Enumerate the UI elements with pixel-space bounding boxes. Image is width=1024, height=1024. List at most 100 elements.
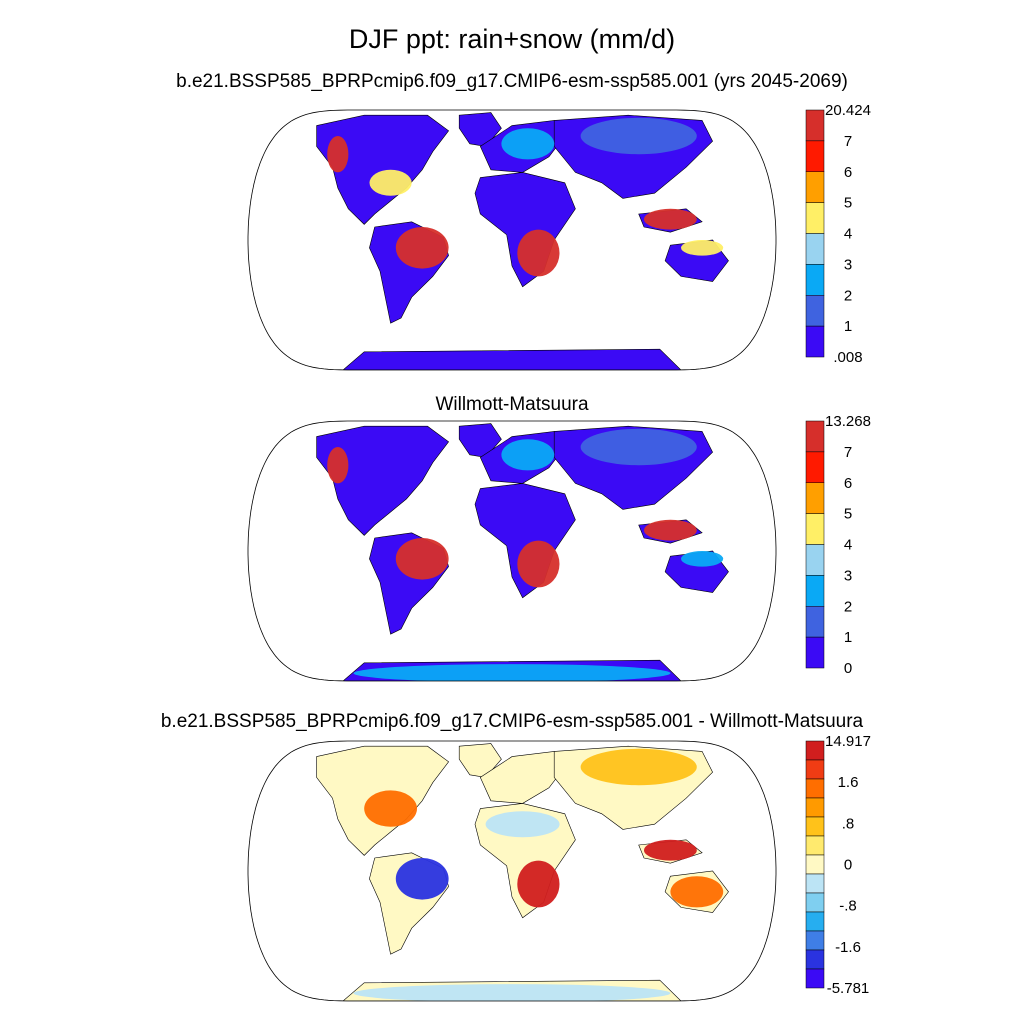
region-maritime-continent: [644, 519, 697, 541]
colorbar-swatch: [805, 968, 825, 989]
colorbar-label: 7: [844, 444, 852, 461]
region-siberia: [580, 117, 697, 155]
colorbar-label: -1.6: [835, 939, 861, 956]
region-southeast-us: [369, 169, 412, 196]
region-europe: [501, 439, 555, 471]
colorbar-swatch: [805, 575, 825, 607]
colorbar-swatch: [805, 797, 825, 818]
colorbar-label: 0: [844, 660, 852, 677]
panel-title: b.e21.BSSP585_BPRPcmip6.f09_g17.CMIP6-es…: [161, 711, 864, 732]
colorbar-swatch: [805, 233, 825, 265]
panel-2: Willmott-Matsuura 13.268 7 6 5 4 3 2 1 0: [247, 394, 871, 682]
colorbar-swatch: [805, 835, 825, 856]
land-layer: [316, 112, 729, 370]
map: [247, 109, 777, 371]
colorbar-swatch: [805, 544, 825, 576]
colorbar-label: 4: [844, 537, 852, 554]
region-north-africa: [485, 811, 560, 838]
region-europe: [501, 128, 555, 160]
colorbar: 13.268 7 6 5 4 3 2 1 0: [805, 413, 871, 677]
colorbar-label: 1.6: [838, 774, 859, 791]
colorbar-swatch: [805, 636, 825, 669]
colorbar-swatch: [805, 816, 825, 837]
region-pacific-northwest: [327, 136, 349, 173]
colorbar-swatch: [805, 202, 825, 234]
colorbar-label: 7: [844, 133, 852, 150]
colorbar-label: 0: [844, 857, 852, 874]
panel-1: b.e21.BSSP585_BPRPcmip6.f09_g17.CMIP6-es…: [176, 71, 871, 371]
continent-north-america: [316, 114, 450, 225]
colorbar-label: -.8: [839, 898, 857, 915]
colorbar-swatch: [805, 264, 825, 296]
colorbar-label: 3: [844, 256, 852, 273]
colorbar: 14.917 1.6 .8 0 -.8 -1.6 -5.781: [805, 733, 871, 997]
colorbar-swatch: [805, 513, 825, 545]
colorbar-swatch: [805, 949, 825, 970]
region-antarctica: [353, 664, 671, 681]
colorbar-swatch: [805, 325, 825, 358]
colorbar-swatch: [805, 171, 825, 203]
region-southern-africa: [517, 229, 560, 277]
colorbar-swatch: [805, 606, 825, 638]
colorbar-swatch: [805, 140, 825, 173]
map-border: [247, 109, 777, 371]
colorbar: 20.424 7 6 5 4 3 2 1 .008: [805, 102, 871, 366]
region-amazon: [395, 858, 449, 900]
colorbar-label: 4: [844, 226, 852, 243]
region-pacific-northwest: [327, 447, 349, 484]
colorbar-label: .008: [833, 349, 862, 366]
colorbar-label: 5: [844, 195, 852, 212]
colorbar-swatch: [805, 873, 825, 894]
colorbar-label: 14.917: [825, 733, 871, 750]
region-antarctica: [353, 984, 671, 1001]
continent-africa: [474, 483, 576, 599]
colorbar-label: .8: [842, 815, 855, 832]
colorbar-label: 2: [844, 598, 852, 615]
colorbar-swatch: [805, 109, 825, 142]
region-maritime-continent: [644, 839, 697, 861]
colorbar-label: -5.781: [827, 980, 870, 997]
region-southern-africa: [517, 860, 560, 908]
colorbar-label: 13.268: [825, 413, 871, 430]
region-siberia: [580, 428, 697, 466]
colorbar-swatch: [805, 451, 825, 484]
region-amazon: [395, 227, 449, 269]
panel-title: Willmott-Matsuura: [435, 394, 589, 415]
region-australia: [670, 876, 724, 908]
colorbar-swatch: [805, 740, 825, 761]
region-maritime-continent: [644, 208, 697, 230]
colorbar-swatch: [805, 295, 825, 327]
colorbar-swatch: [805, 778, 825, 799]
colorbar-label: 6: [844, 475, 852, 492]
continent-north-america: [316, 425, 450, 536]
panel-3: b.e21.BSSP585_BPRPcmip6.f09_g17.CMIP6-es…: [161, 711, 871, 1002]
colorbar-label: 5: [844, 506, 852, 523]
region-amazon: [395, 538, 449, 580]
colorbar-swatch: [805, 930, 825, 951]
continent-africa: [474, 172, 576, 288]
continent-antarctica: [342, 348, 682, 370]
region-siberia: [580, 748, 697, 786]
land-layer: [316, 743, 729, 1001]
colorbar-swatch: [805, 911, 825, 932]
colorbar-label: 6: [844, 164, 852, 181]
colorbar-swatch: [805, 854, 825, 875]
map-border: [247, 740, 777, 1002]
colorbar-swatch: [805, 420, 825, 453]
colorbar-label: 1: [844, 318, 852, 335]
colorbar-label: 3: [844, 567, 852, 584]
region-northern-australia: [681, 240, 724, 256]
panel-title: b.e21.BSSP585_BPRPcmip6.f09_g17.CMIP6-es…: [176, 71, 848, 92]
map: [247, 420, 777, 682]
colorbar-swatch: [805, 892, 825, 913]
colorbar-swatch: [805, 759, 825, 780]
map: [247, 740, 777, 1002]
colorbar-label: 1: [844, 629, 852, 646]
region-southern-africa: [517, 540, 560, 588]
map-border: [247, 420, 777, 682]
region-eastern-us: [364, 790, 417, 827]
colorbar-swatch: [805, 482, 825, 514]
figure-title: DJF ppt: rain+snow (mm/d): [349, 24, 675, 54]
land-layer: [316, 423, 729, 681]
